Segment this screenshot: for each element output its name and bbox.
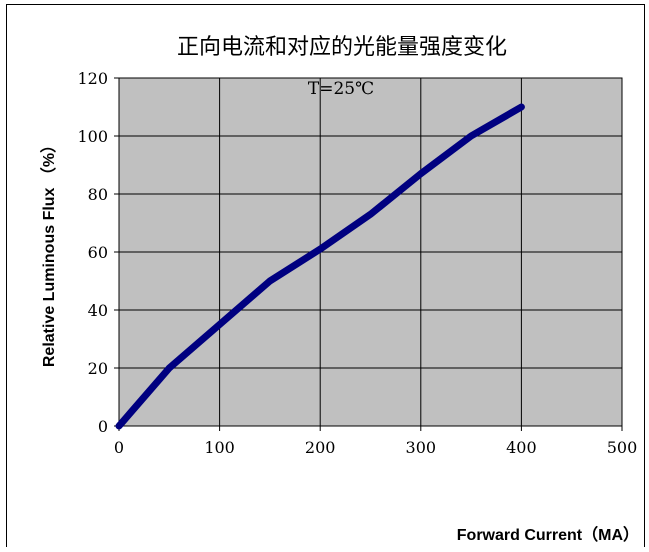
x-axis-label: Forward Current（MA） bbox=[457, 526, 639, 544]
chart-subtitle: T=25℃ bbox=[308, 79, 374, 99]
x-tick-label: 100 bbox=[204, 438, 235, 457]
series-line bbox=[115, 103, 525, 430]
y-tick-label: 100 bbox=[77, 127, 108, 146]
x-tick-label: 200 bbox=[305, 438, 336, 457]
y-tick-label: 80 bbox=[88, 185, 108, 204]
chart-title: 正向电流和对应的光能量强度变化 bbox=[177, 35, 507, 60]
x-tick-label: 0 bbox=[114, 438, 124, 457]
y-tick-label: 60 bbox=[88, 243, 108, 262]
line-chart: 0 100 200 300 400 500 0 20 40 60 80 100 120 正向电流和对应的光… bbox=[40, 35, 639, 544]
y-axis-label: Relative Luminous Flux （%） bbox=[40, 137, 58, 367]
x-tick-label: 300 bbox=[406, 438, 437, 457]
x-tick-label: 400 bbox=[506, 438, 537, 457]
chart-frame: 0 100 200 300 400 500 0 20 40 60 80 100 120 正向电流和对应的光… bbox=[6, 4, 645, 547]
y-tick-label: 20 bbox=[88, 359, 108, 378]
x-tick-label: 500 bbox=[607, 438, 638, 457]
y-tick-label: 40 bbox=[88, 301, 108, 320]
y-tick-label: 120 bbox=[77, 69, 108, 88]
y-tick-label: 0 bbox=[98, 417, 108, 436]
